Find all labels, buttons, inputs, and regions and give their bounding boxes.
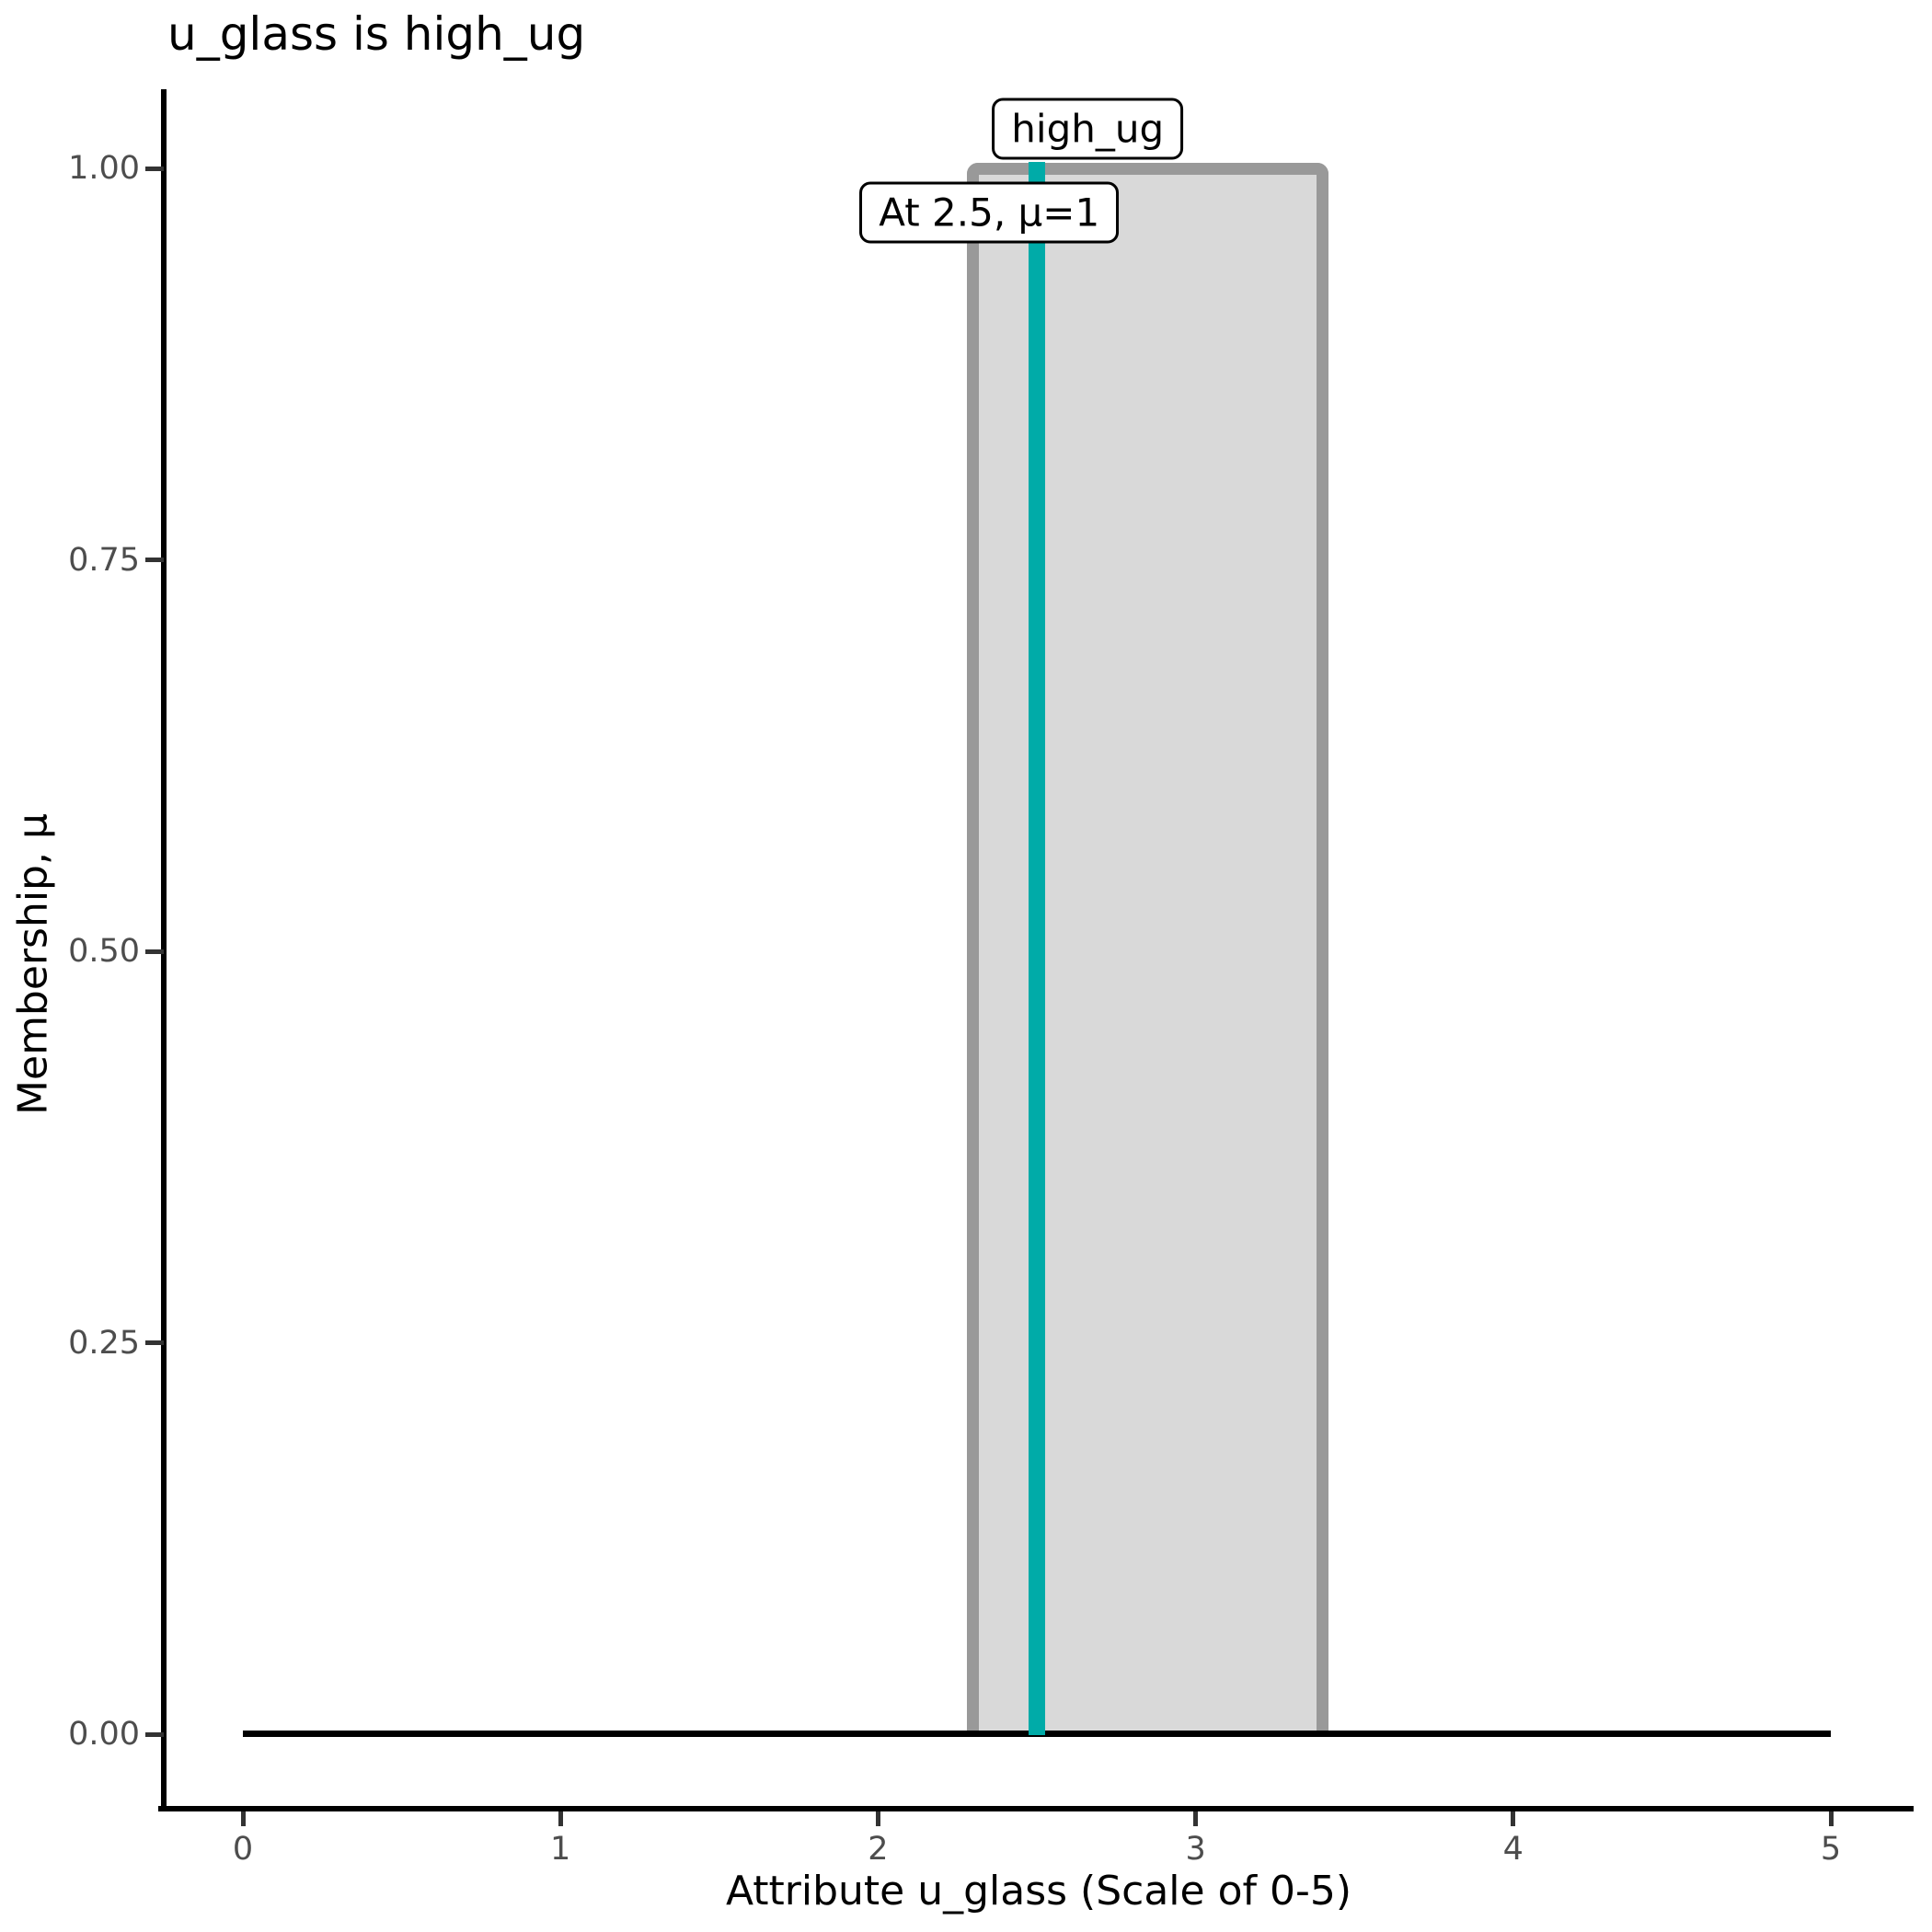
input-value-line [1029, 162, 1045, 1735]
x-tick-label: 5 [1820, 1831, 1842, 1868]
annotation-membership-value-text: At 2.5, μ=1 [879, 190, 1100, 236]
x-tick-mark [875, 1811, 880, 1826]
y-tick-label: 0.00 [68, 1716, 140, 1753]
x-axis-line [158, 1806, 1914, 1811]
y-tick-mark [145, 166, 164, 171]
y-tick-mark [145, 1340, 164, 1345]
annotation-membership-value: At 2.5, μ=1 [859, 181, 1120, 244]
x-tick-mark [240, 1811, 246, 1826]
chart-title: u_glass is high_ug [167, 7, 586, 61]
y-tick-label: 0.50 [68, 933, 140, 970]
x-tick-mark [1511, 1811, 1516, 1826]
x-tick-mark [1193, 1811, 1199, 1826]
y-tick-label: 0.75 [68, 541, 140, 579]
x-axis-title: Attribute u_glass (Scale of 0-5) [725, 1868, 1352, 1915]
x-tick-label: 3 [1185, 1831, 1206, 1868]
x-tick-mark [1828, 1811, 1834, 1826]
annotation-set-name-text: high_ug [1011, 106, 1165, 152]
annotation-set-name: high_ug [992, 98, 1184, 160]
x-tick-label: 2 [868, 1831, 889, 1868]
membership-function-high-ug [967, 162, 1329, 1737]
y-tick-label: 1.00 [68, 150, 140, 187]
y-tick-mark [145, 949, 164, 954]
x-tick-mark [558, 1811, 563, 1826]
y-tick-mark [145, 558, 164, 562]
x-tick-label: 4 [1502, 1831, 1524, 1868]
y-axis-line [161, 89, 167, 1811]
x-tick-label: 0 [232, 1831, 254, 1868]
x-tick-label: 1 [550, 1831, 571, 1868]
y-tick-mark [145, 1731, 164, 1737]
y-tick-label: 0.25 [68, 1324, 140, 1362]
